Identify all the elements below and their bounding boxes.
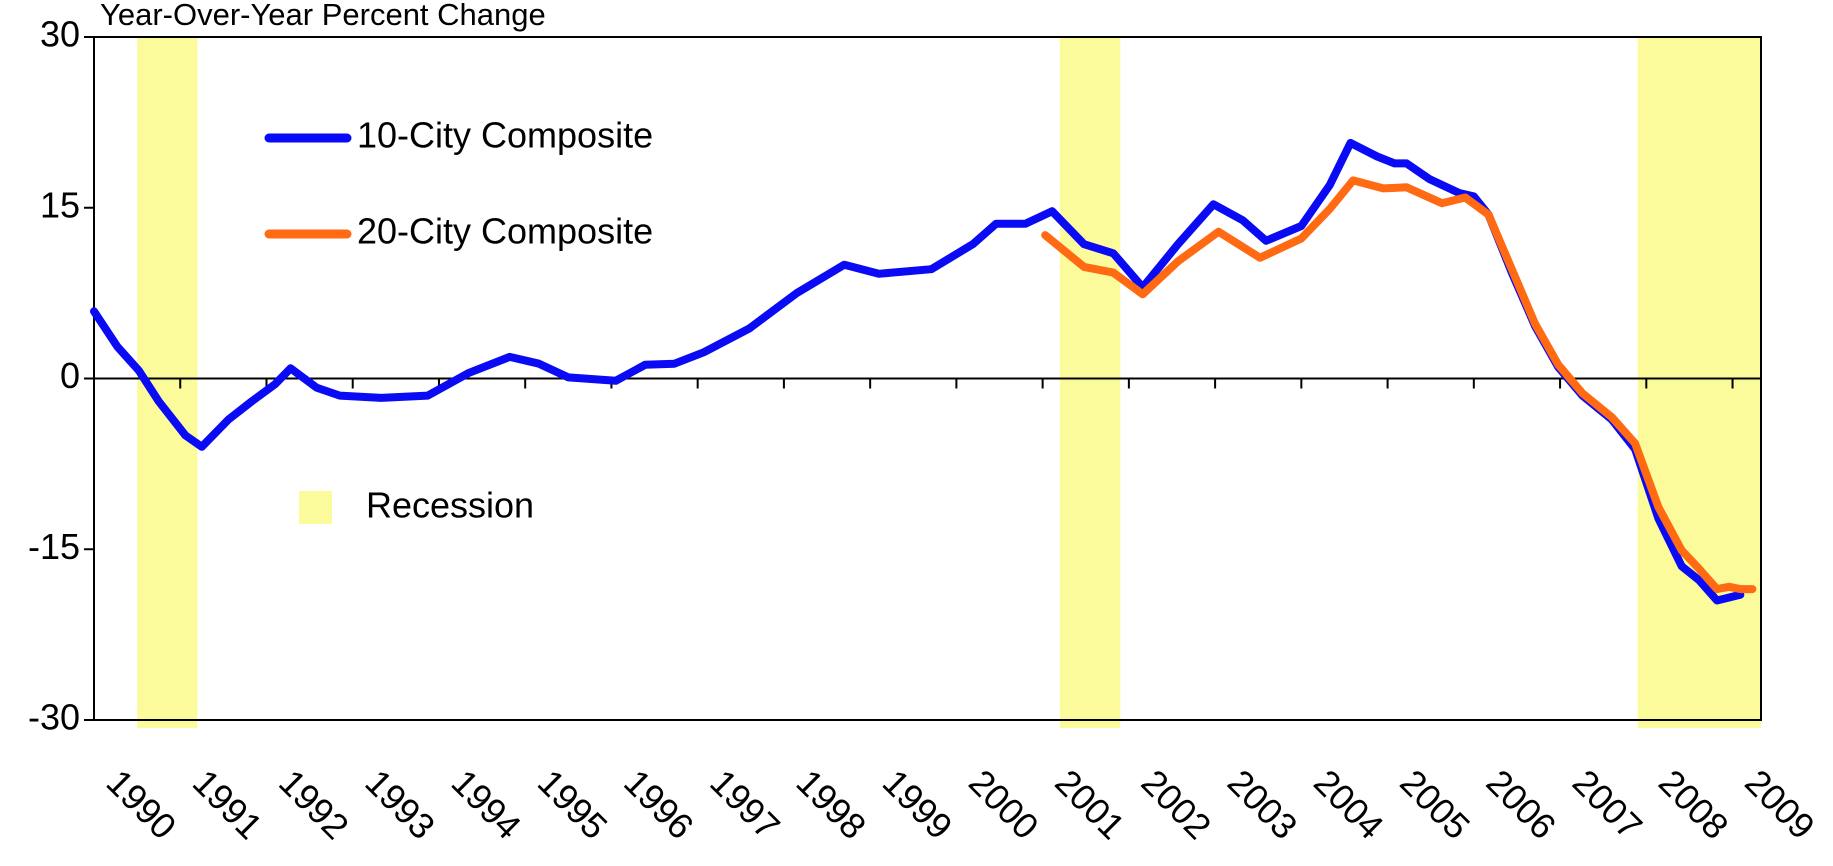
x-tick-label: 2007	[1565, 761, 1651, 847]
x-tick-label: 2004	[1306, 761, 1392, 847]
legend-label: Recession	[366, 485, 534, 526]
y-tick-label: 0	[60, 355, 80, 396]
x-tick-label: 1995	[530, 761, 616, 847]
y-tick-label: 30	[40, 14, 80, 55]
x-tick-label: 1996	[616, 761, 702, 847]
chart-title: Year-Over-Year Percent Change	[100, 0, 546, 32]
recession-band	[1059, 37, 1121, 728]
x-tick-label: 2003	[1220, 761, 1306, 847]
x-tick-label: 1993	[357, 761, 443, 847]
y-tick-label: 15	[40, 184, 80, 225]
x-tick-label: 2000	[961, 761, 1047, 847]
x-tick-label: 1991	[185, 761, 271, 847]
recession-band	[1637, 37, 1761, 728]
y-tick-label: -30	[28, 697, 80, 738]
x-tick-label: 1999	[875, 761, 961, 847]
x-tick-label: 1990	[99, 761, 185, 847]
x-tick-label: 1997	[702, 761, 788, 847]
x-tick-label: 1992	[271, 761, 357, 847]
series-line	[90, 138, 1745, 605]
legend-label: 20-City Composite	[357, 211, 653, 252]
x-tick-label: 1998	[789, 761, 875, 847]
x-tick-label: 2005	[1392, 761, 1478, 847]
x-tick-label: 2009	[1737, 761, 1823, 847]
series-line	[1041, 176, 1757, 594]
x-tick-label: 2002	[1134, 761, 1220, 847]
x-tick-label: 1994	[444, 761, 530, 847]
x-tick-label: 2008	[1651, 761, 1737, 847]
legend-swatch	[299, 491, 332, 524]
x-tick-label: 2001	[1047, 761, 1133, 847]
legend-label: 10-City Composite	[357, 115, 653, 156]
y-tick-label: -15	[28, 526, 80, 567]
x-tick-label: 2006	[1479, 761, 1565, 847]
